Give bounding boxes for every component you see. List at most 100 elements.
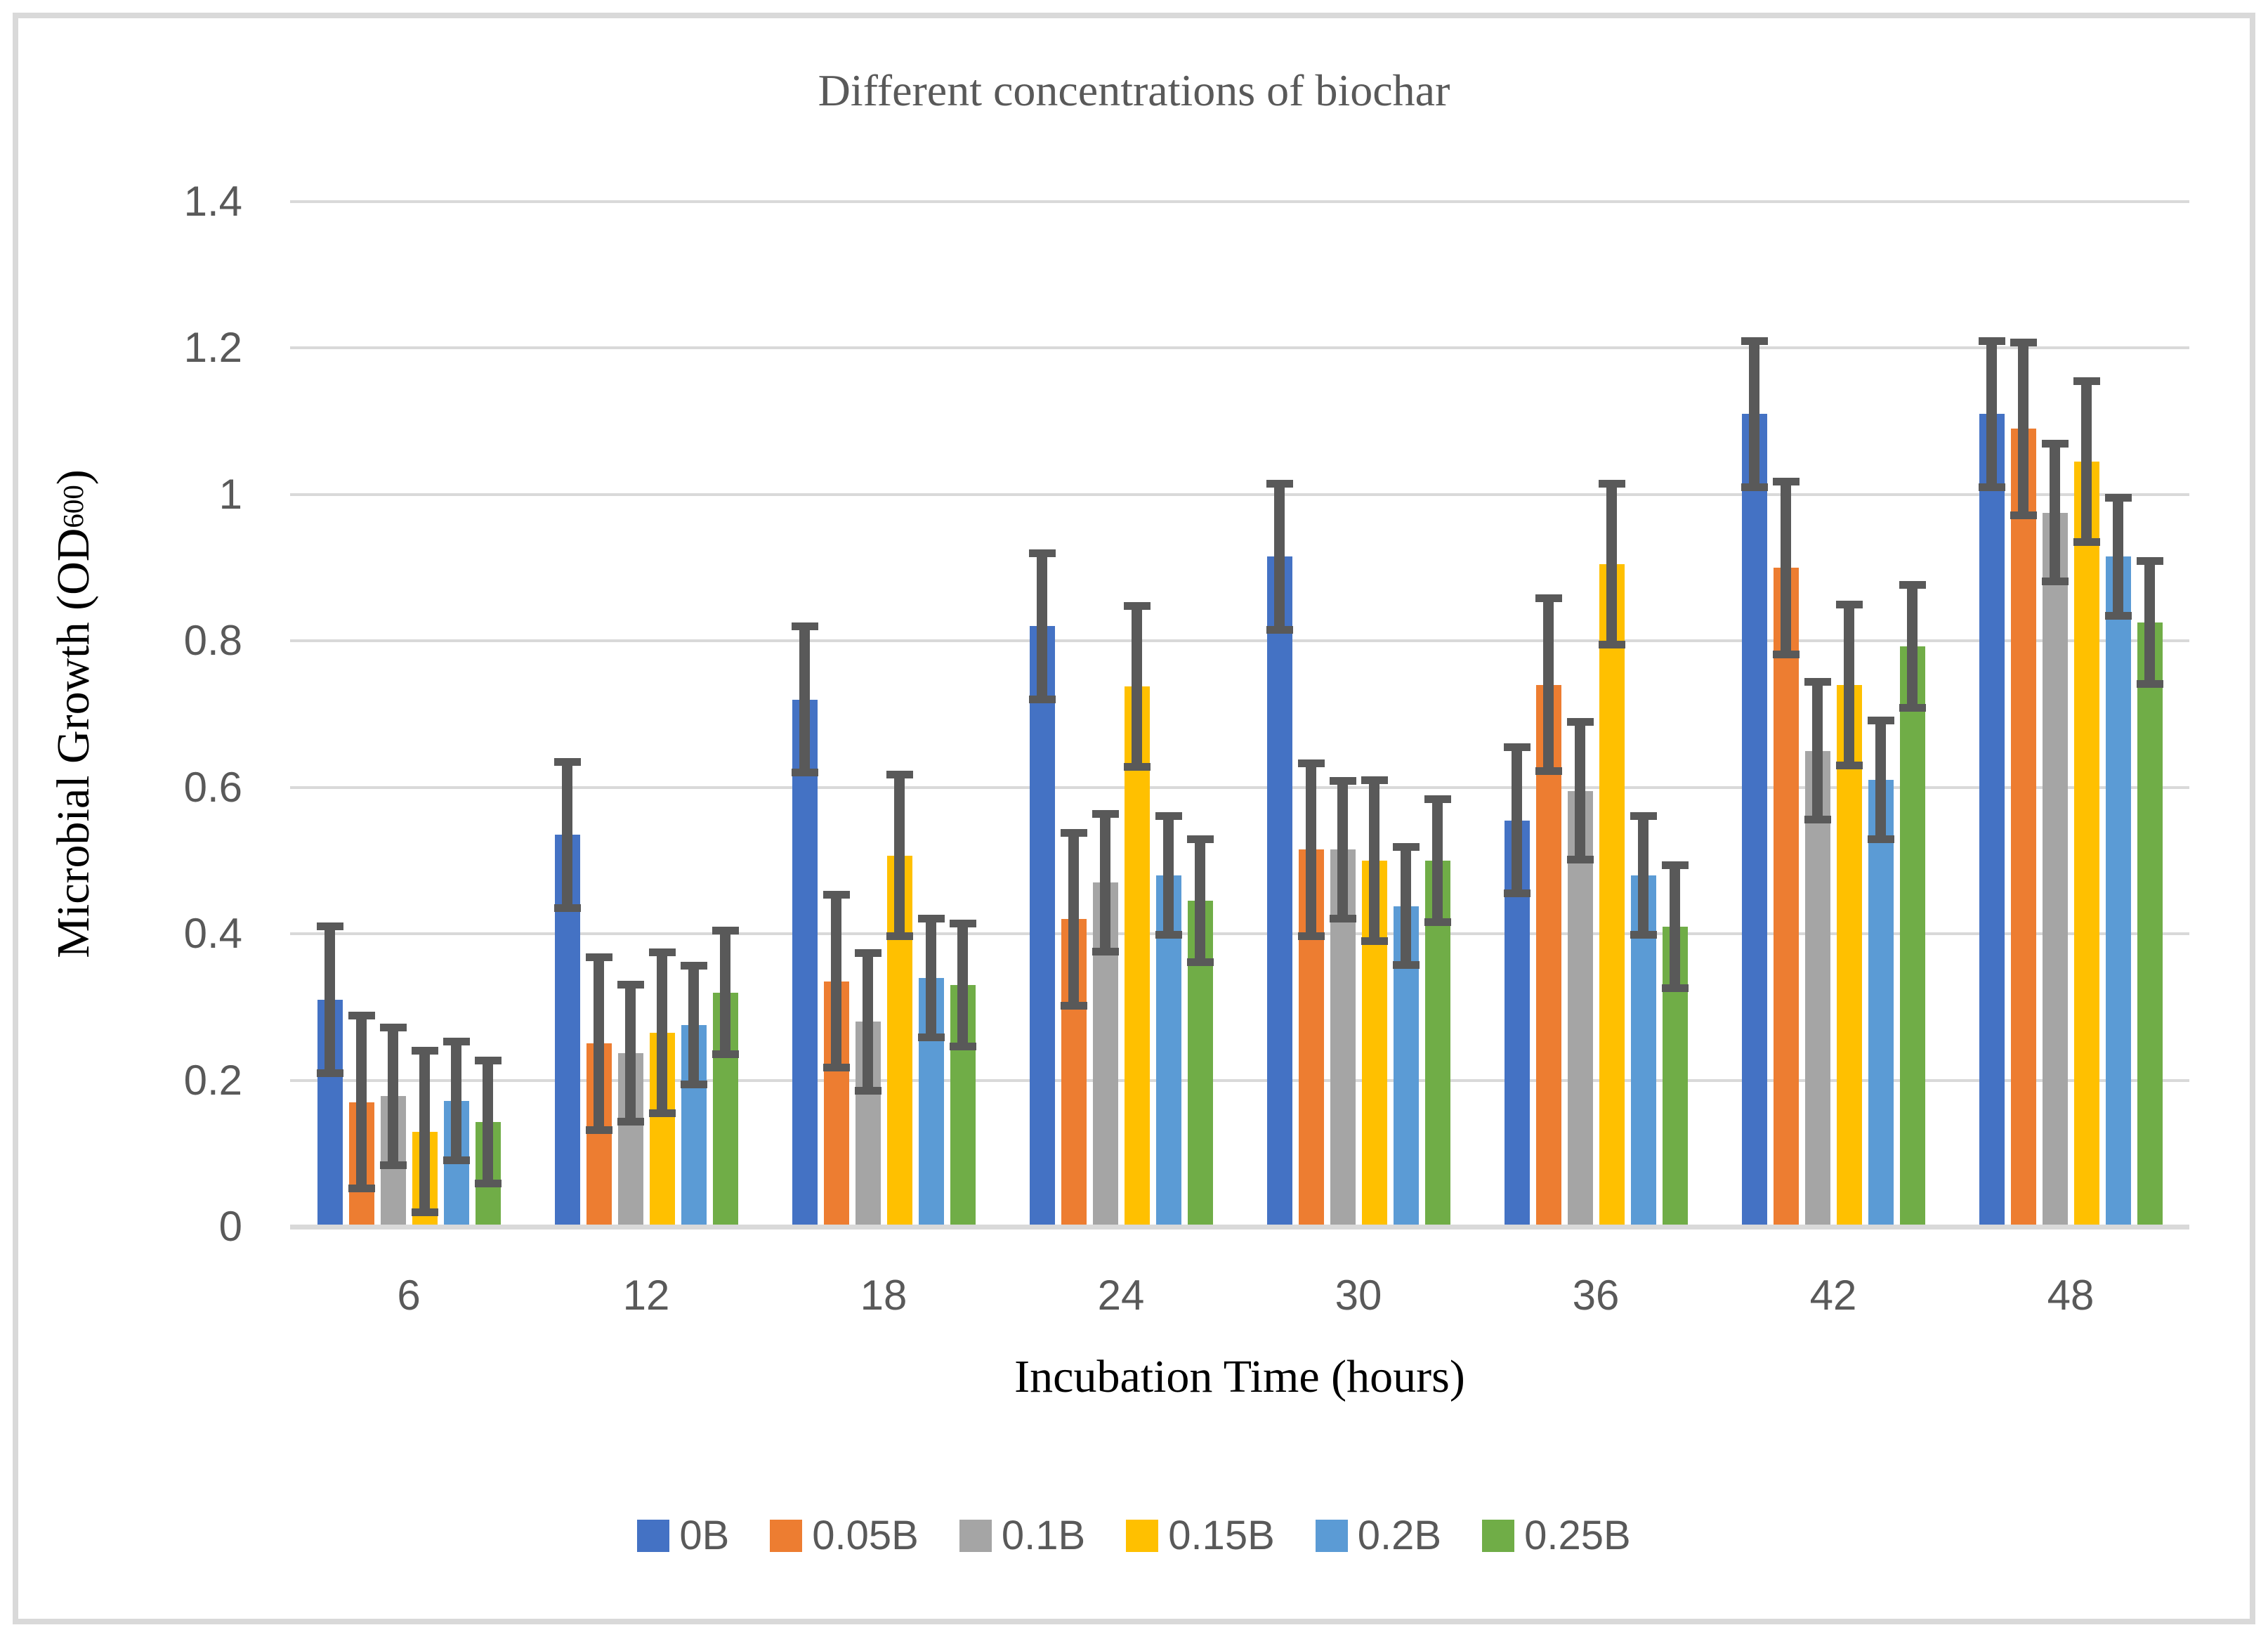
error-bar-0.05B-6h [356, 1015, 367, 1189]
legend-marker-0.1B [959, 1520, 992, 1552]
bar-0.15B-42h [1836, 684, 1862, 1227]
error-cap-bottom-0.1B-48h [2041, 578, 2069, 586]
x-tick-label-24: 24 [1097, 1272, 1145, 1319]
error-cap-bottom-0B-12h [553, 904, 581, 913]
error-cap-bottom-0.1B-42h [1804, 816, 1831, 824]
error-bar-0.25B-24h [1195, 839, 1205, 963]
error-cap-bottom-0.15B-18h [886, 932, 913, 940]
error-cap-top-0.05B-30h [1297, 759, 1325, 767]
error-cap-top-0.25B-6h [474, 1056, 502, 1064]
error-cap-top-0.15B-36h [1598, 479, 1625, 488]
error-cap-bottom-0.2B-30h [1392, 961, 1420, 970]
error-cap-bottom-0.1B-24h [1092, 947, 1119, 956]
error-cap-top-0B-48h [1978, 337, 2005, 345]
error-cap-bottom-0.25B-24h [1186, 958, 1214, 967]
error-cap-bottom-0.05B-6h [348, 1185, 375, 1193]
x-tick-label-18: 18 [860, 1272, 907, 1319]
x-tick-label-36: 36 [1572, 1272, 1620, 1319]
error-bar-0.05B-12h [594, 957, 604, 1130]
error-cap-bottom-0.2B-12h [680, 1081, 707, 1089]
error-cap-top-0.15B-6h [411, 1047, 438, 1055]
error-cap-top-0.2B-30h [1392, 842, 1420, 851]
error-bar-0.25B-30h [1432, 799, 1443, 922]
bar-0.2B-42h [1868, 780, 1894, 1227]
legend-marker-0.2B [1315, 1520, 1348, 1552]
x-tick-label-48: 48 [2047, 1272, 2095, 1319]
error-cap-top-0.05B-12h [585, 953, 612, 961]
error-cap-bottom-0B-48h [1978, 483, 2005, 491]
error-cap-top-0B-6h [316, 922, 343, 931]
error-cap-top-0.1B-24h [1092, 809, 1119, 818]
bar-0.05B-48h [2010, 429, 2036, 1227]
error-cap-bottom-0.25B-48h [2136, 680, 2163, 689]
y-tick-label-0.6: 0.6 [183, 763, 242, 811]
error-bar-0.1B-12h [625, 984, 636, 1122]
error-bar-0B-36h [1512, 747, 1522, 894]
error-cap-top-0B-42h [1741, 337, 1768, 345]
error-bar-0.25B-6h [483, 1060, 493, 1184]
legend: 0B 0.05B 0.1B 0.15B 0.2B 0.25B [0, 1515, 2268, 1557]
legend-label-0.2B: 0.2B [1357, 1513, 1442, 1558]
error-bar-0B-48h [1986, 341, 1997, 488]
error-cap-top-0.15B-18h [886, 771, 913, 779]
error-bar-0.2B-6h [451, 1041, 461, 1161]
error-cap-top-0.25B-48h [2136, 557, 2163, 566]
error-cap-top-0.2B-42h [1867, 717, 1894, 725]
error-bar-0B-30h [1274, 483, 1285, 630]
error-cap-top-0B-36h [1503, 743, 1530, 751]
error-cap-top-0.15B-24h [1123, 601, 1151, 610]
error-bar-0.05B-18h [831, 894, 841, 1068]
error-cap-bottom-0.05B-12h [585, 1126, 612, 1134]
error-bar-0.1B-42h [1812, 681, 1823, 820]
error-bar-0.05B-30h [1306, 763, 1316, 937]
legend-marker-0B [637, 1520, 670, 1552]
legend-item-0.2B: 0.2B [1315, 1513, 1442, 1558]
y-axis-title-close: ) [48, 469, 99, 485]
legend-item-0.1B: 0.1B [959, 1515, 1085, 1557]
error-cap-bottom-0.05B-48h [2010, 511, 2037, 519]
y-tick-label-0: 0 [218, 1203, 242, 1250]
legend-item-0.25B: 0.25B [1482, 1515, 1631, 1557]
bar-0.1B-42h [1804, 750, 1830, 1227]
error-cap-bottom-0.2B-48h [2104, 612, 2132, 620]
x-axis-line [290, 1225, 2189, 1230]
gridline-y-1 [290, 493, 2189, 496]
error-cap-top-0.2B-36h [1630, 811, 1657, 820]
legend-item-0B: 0B [637, 1515, 729, 1557]
error-cap-top-0.25B-36h [1661, 861, 1689, 869]
error-cap-bottom-0.1B-18h [854, 1086, 881, 1095]
error-bar-0.15B-36h [1606, 483, 1617, 645]
bar-0.15B-24h [1124, 686, 1150, 1227]
error-cap-top-0.05B-48h [2010, 338, 2037, 346]
error-bar-0.2B-12h [688, 965, 699, 1085]
error-bar-0.1B-6h [388, 1027, 398, 1166]
y-axis-title-main: Microbial Growth (OD [48, 528, 99, 958]
error-cap-bottom-0B-6h [316, 1069, 343, 1077]
error-bar-0.05B-36h [1543, 598, 1554, 771]
error-cap-top-0B-24h [1028, 549, 1056, 557]
bar-0B-48h [1979, 414, 2005, 1227]
legend-label-0B: 0B [679, 1513, 730, 1558]
error-cap-top-0.25B-24h [1186, 835, 1214, 844]
x-tick-label-12: 12 [622, 1272, 670, 1319]
error-cap-bottom-0.15B-30h [1361, 937, 1388, 946]
error-bar-0B-18h [799, 626, 810, 773]
chart-title: Different concentrations of biochar [818, 65, 1450, 115]
error-cap-top-0.1B-6h [379, 1024, 407, 1032]
error-cap-bottom-0.05B-18h [822, 1064, 850, 1072]
error-cap-bottom-0.25B-18h [949, 1043, 976, 1051]
error-cap-bottom-0B-42h [1741, 483, 1768, 491]
error-bar-0.1B-36h [1575, 722, 1585, 860]
error-bar-0.25B-18h [957, 923, 968, 1047]
error-cap-top-0.15B-12h [648, 948, 676, 956]
error-bar-0.15B-48h [2081, 381, 2092, 542]
error-cap-bottom-0.1B-6h [379, 1161, 407, 1169]
error-cap-top-0.1B-30h [1329, 776, 1356, 785]
error-bar-0.2B-42h [1875, 720, 1886, 840]
x-axis-title: Incubation Time (hours) [1014, 1351, 1465, 1402]
error-cap-top-0.15B-48h [2073, 377, 2100, 385]
error-cap-bottom-0.05B-42h [1772, 650, 1800, 658]
error-cap-top-0.25B-30h [1424, 795, 1451, 803]
